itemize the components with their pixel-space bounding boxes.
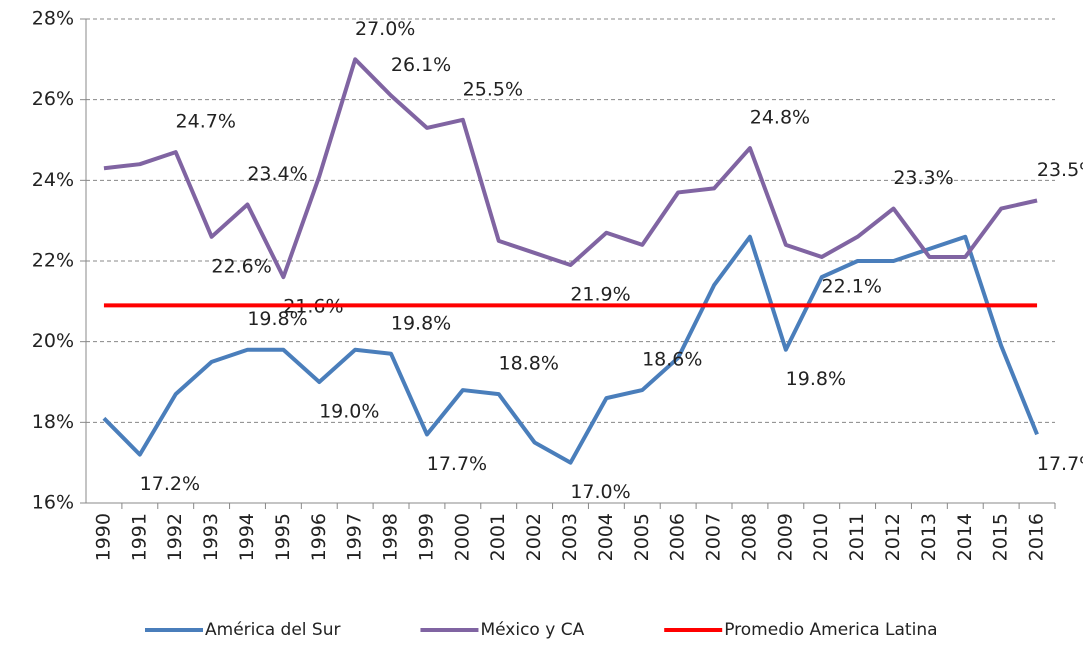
y-tick-label: 26% [32,88,74,110]
y-tick-label: 18% [32,411,74,433]
y-tick-label: 20% [32,330,74,352]
x-tick-label: 1997 [344,513,366,561]
data-label: 19.8% [391,312,451,334]
x-tick-label: 2007 [703,513,725,561]
x-tick-label: 2010 [810,513,832,561]
data-label: 19.0% [319,401,379,423]
x-tick-label: 2006 [667,513,689,561]
x-tick-label: 1995 [272,513,294,561]
x-tick-label: 2003 [559,513,581,561]
x-tick-label: 1992 [164,513,186,561]
x-tick-label: 2008 [738,513,760,561]
x-tick-label: 2015 [990,513,1012,561]
x-tick-label: 2009 [774,513,796,561]
x-tick-label: 2001 [487,513,509,561]
y-tick-label: 22% [32,250,74,272]
x-tick-label: 2016 [1026,513,1048,561]
x-tick-label: 2014 [954,513,976,561]
x-tick-label: 2011 [846,513,868,561]
y-tick-label: 24% [32,169,74,191]
data-label: 17.7% [1037,453,1083,475]
legend-label: México y CA [480,620,584,640]
data-label: 17.7% [427,453,487,475]
data-label: 22.1% [822,275,882,297]
data-label: 23.3% [893,167,953,189]
x-tick-label: 2013 [918,513,940,561]
x-tick-label: 2012 [882,513,904,561]
data-label: 17.0% [570,481,630,503]
x-tick-label: 2004 [595,513,617,561]
data-label: 23.4% [247,163,307,185]
series-line [102,234,1039,465]
series-line [103,57,1038,280]
legend-label: Promedio America Latina [724,620,937,640]
data-label: 18.6% [642,349,702,371]
x-tick-label: 1993 [200,513,222,561]
data-label: 18.8% [499,353,559,375]
x-tick-label: 1999 [415,513,437,561]
data-label: 27.0% [355,18,415,40]
x-tick-label: 1996 [308,513,330,561]
data-label: 17.2% [140,473,200,495]
x-tick-label: 2002 [523,513,545,561]
y-tick-label: 16% [32,492,74,514]
x-tick-label: 1990 [92,513,114,561]
data-label: 23.5% [1037,159,1083,181]
data-label: 24.7% [176,111,236,133]
data-label: 19.8% [247,308,307,330]
y-tick-label: 28% [32,8,74,30]
legend-label: América del Sur [205,620,340,640]
data-label: 25.5% [463,78,523,100]
x-tick-label: 2000 [451,513,473,561]
data-label: 19.8% [786,368,846,390]
x-tick-label: 1998 [380,513,402,561]
x-tick-label: 2005 [631,513,653,561]
data-label: 24.8% [750,107,810,129]
x-tick-label: 1991 [128,513,150,561]
data-label: 26.1% [391,54,451,76]
data-label: 22.6% [211,255,271,277]
data-label: 21.9% [570,284,630,306]
x-tick-label: 1994 [236,513,258,561]
